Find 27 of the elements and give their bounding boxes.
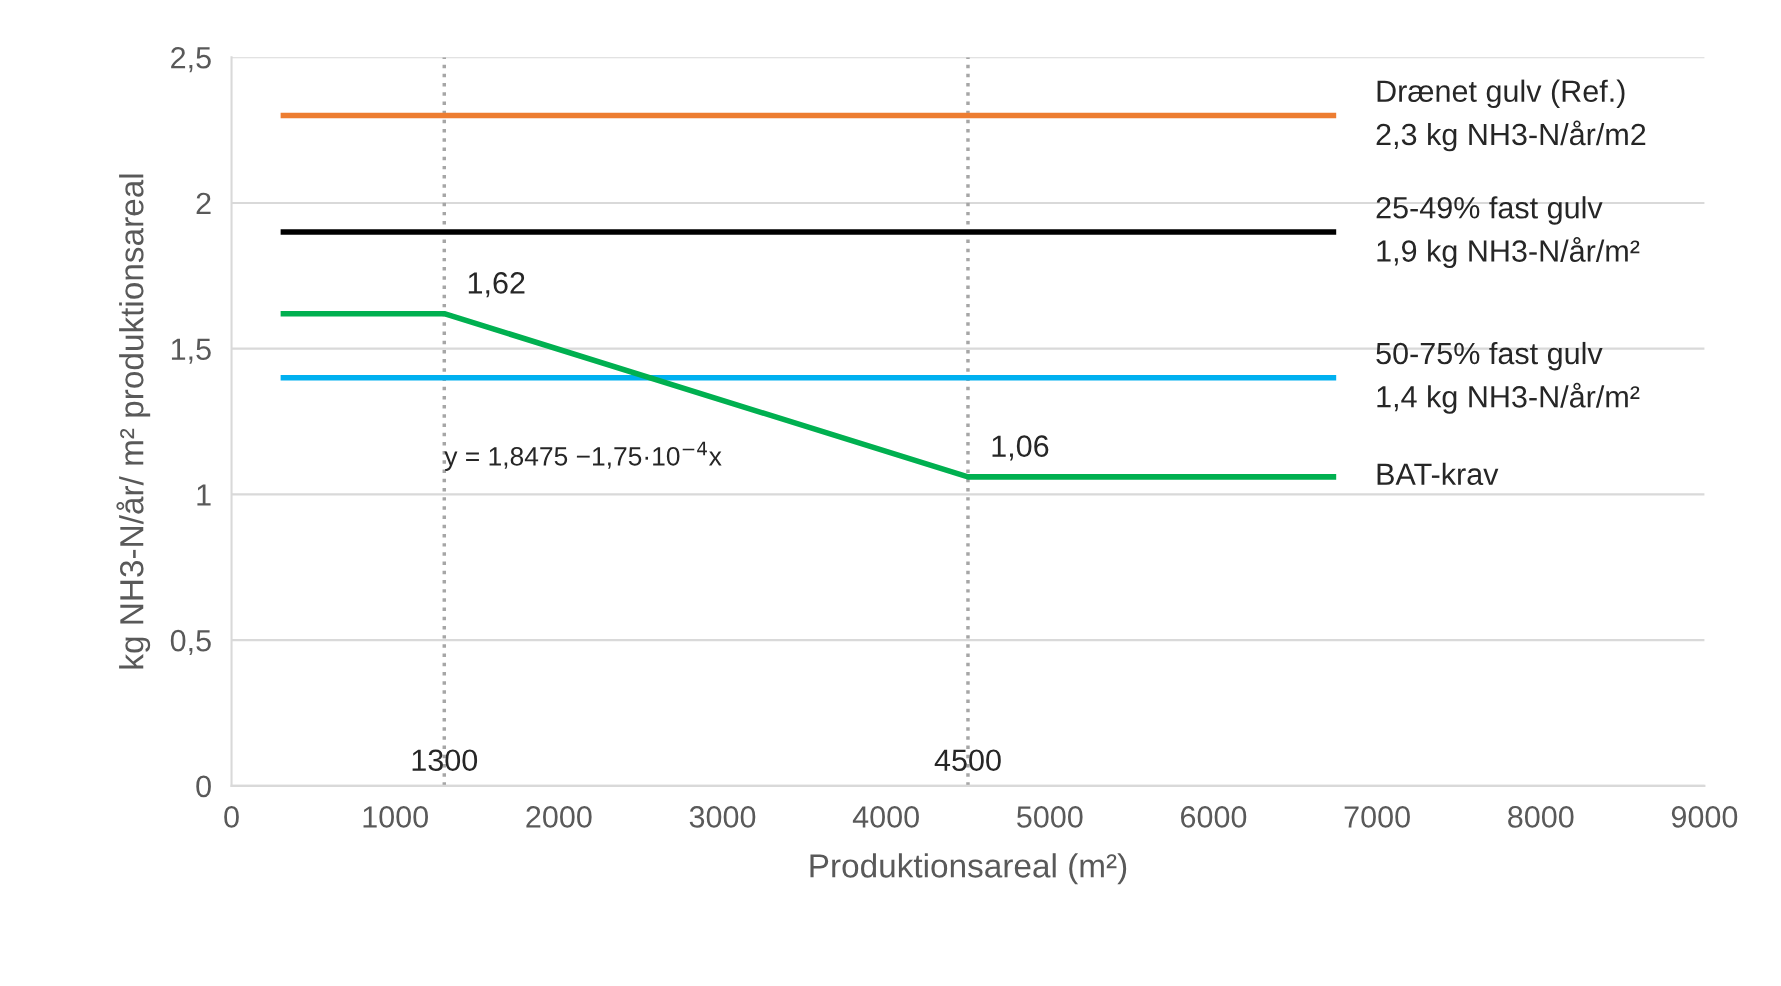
x-tick-label: 1000 xyxy=(363,806,428,828)
annotation: y = 1,8475 −1,75·10$^{−4}$x xyxy=(444,441,722,471)
x-axis-title: Produktionsareal (m²) xyxy=(810,853,1127,885)
x-tick-label: 8000 xyxy=(1508,806,1574,828)
series-label: 50-75% fast gulv 1,4 kg NH3-N/år/m² xyxy=(1376,341,1640,414)
x-tick-label: 0 xyxy=(224,806,239,828)
x-tick-label: 6000 xyxy=(1181,806,1247,828)
ref-line-label: 1300 xyxy=(412,749,478,772)
y-tick-label: 0 xyxy=(196,775,211,798)
ref-line-label: 4500 xyxy=(934,749,1001,772)
y-tick-label: 2 xyxy=(196,192,211,214)
y-tick-label: 1 xyxy=(197,484,211,506)
series-label: BAT-krav xyxy=(1377,462,1499,486)
series-label: Drænet gulv (Ref.) 2,3 kg NH3-N/år/m2 xyxy=(1376,79,1646,152)
x-tick-label: 7000 xyxy=(1344,806,1410,828)
y-tick-label: 2,5 xyxy=(171,46,211,73)
x-tick-label: 4000 xyxy=(852,806,919,828)
y-tick-label: 0,5 xyxy=(170,629,211,656)
annotation: 1,62 xyxy=(468,272,525,298)
series-label: 25-49% fast gulv 1,9 kg NH3-N/år/m² xyxy=(1376,196,1640,268)
y-tick-label: 1,5 xyxy=(171,338,211,364)
x-tick-label: 3000 xyxy=(689,806,756,828)
annotation: 1,06 xyxy=(992,435,1049,461)
x-tick-label: 2000 xyxy=(526,806,592,828)
x-tick-label: 5000 xyxy=(1017,806,1083,828)
x-tick-label: 9000 xyxy=(1671,806,1738,828)
y-axis-title: kg NH3-N/år/ m² produktionsareal xyxy=(116,174,151,669)
